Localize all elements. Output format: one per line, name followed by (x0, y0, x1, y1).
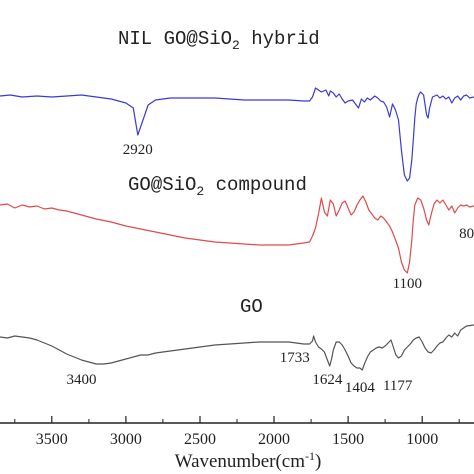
peak-label-1: 1100 (393, 276, 422, 292)
x-tick-label-4: 1500 (332, 431, 364, 448)
series-line-2 (0, 324, 474, 371)
series-label-compound-sub: 2 (196, 184, 204, 199)
series-label-go: GO (240, 296, 263, 318)
peak-label-0: 2920 (123, 142, 153, 158)
peak-label-6: 1404 (345, 380, 376, 396)
x-tick-label-3: 2000 (258, 431, 290, 448)
x-tick-label-5: 1000 (406, 431, 438, 448)
series-label-go-main: GO (240, 296, 263, 318)
series-label-hybrid-main: NIL GO@SiO (118, 28, 232, 50)
peak-label-2: 80 (459, 226, 474, 242)
x-tick-label-2: 2500 (184, 431, 216, 448)
x-axis-label: Wavenumber(cm-1) (175, 449, 322, 472)
series-label-compound: GO@SiO2 compound (128, 174, 307, 199)
peak-label-7: 1177 (383, 378, 413, 394)
x-axis-label-suffix: ) (315, 451, 321, 472)
peak-label-4: 1733 (280, 350, 310, 366)
series-label-hybrid: NIL GO@SiO2 hybrid (118, 28, 320, 53)
x-tick-label-0: 3500 (36, 431, 68, 448)
series-label-compound-main: GO@SiO (128, 174, 196, 196)
series-line-1 (0, 195, 474, 274)
series-line-0 (0, 87, 474, 182)
x-tick-label-1: 3000 (110, 431, 142, 448)
series-label-compound-tail: compound (204, 174, 307, 196)
x-axis-ticks: 3500 3000 2500 2000 1500 1000 (14, 416, 460, 448)
series-label-hybrid-tail: hybrid (240, 28, 320, 50)
x-axis-label-sup: -1 (305, 449, 315, 463)
peak-label-5: 1624 (312, 372, 343, 388)
series-lines (0, 87, 474, 371)
series-label-hybrid-sub: 2 (232, 38, 240, 53)
peak-label-3: 3400 (67, 372, 97, 388)
x-axis-label-main: Wavenumber(cm (175, 451, 306, 472)
